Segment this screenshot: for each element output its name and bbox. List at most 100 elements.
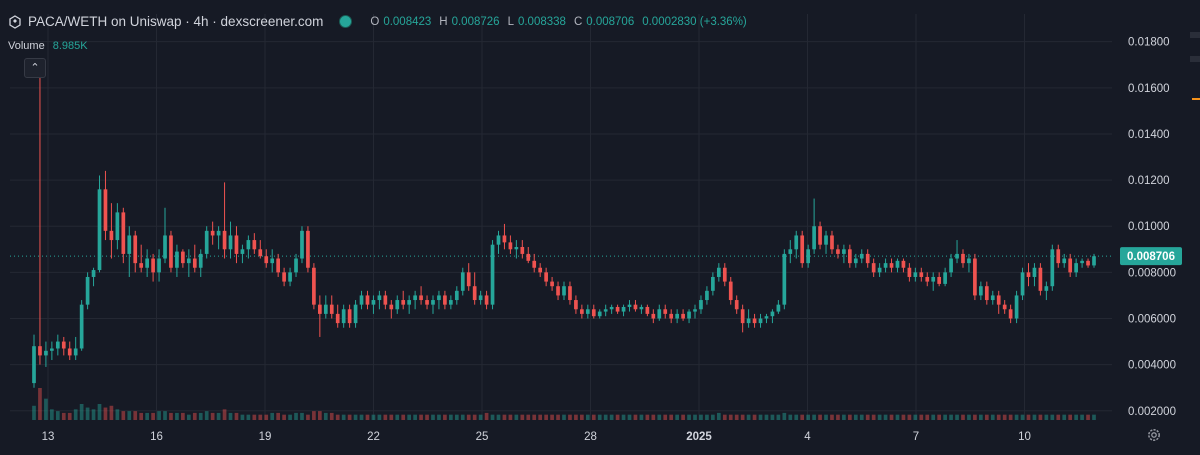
chart-header: PACA/WETH on Uniswap · 4h · dexscreener.… <box>0 0 1100 52</box>
volume-bar <box>449 414 453 420</box>
y-tick-label: 0.01400 <box>1128 129 1170 141</box>
volume-bar <box>300 412 304 420</box>
volume-bar <box>377 414 382 420</box>
candle-body <box>1092 256 1096 266</box>
volume-bar <box>61 412 66 420</box>
candle-body <box>431 300 435 305</box>
y-tick-label: 0.008000 <box>1128 267 1176 279</box>
volume-bar <box>699 414 703 420</box>
ohlc-key: C <box>573 15 583 28</box>
volume-bar <box>591 414 596 420</box>
y-tick-label: 0.01200 <box>1128 175 1170 187</box>
x-tick-label: 28 <box>584 431 597 443</box>
volume-bar <box>97 404 102 420</box>
volume-bar <box>681 414 685 420</box>
chart-grid <box>10 14 1112 420</box>
volume-bar <box>252 414 257 420</box>
candle-body <box>1020 272 1025 296</box>
volume-bar <box>163 411 167 420</box>
volume-bar <box>234 412 239 420</box>
volume-bar <box>1092 414 1096 420</box>
candle-body <box>669 313 674 319</box>
candle-body <box>913 272 918 277</box>
volume-bar <box>127 411 132 420</box>
candle-body <box>425 300 429 305</box>
y-tick-label: 0.01800 <box>1128 37 1170 49</box>
x-tick-label: 13 <box>42 431 55 443</box>
volume-bar <box>335 414 340 420</box>
volume-bar <box>222 409 227 420</box>
gear-icon[interactable] <box>1146 427 1162 443</box>
volume-bar <box>705 414 709 420</box>
volume-bar <box>532 414 537 420</box>
candle-body <box>699 300 703 310</box>
volume-bar <box>258 414 263 420</box>
candle-body <box>687 311 691 319</box>
volume-bar <box>264 414 269 420</box>
time-axis[interactable]: 13 16 19 22 25 28 2025 4 7 10 <box>42 431 1031 443</box>
candle-body <box>901 260 906 268</box>
candle-body <box>216 230 221 236</box>
candle-body <box>895 260 900 268</box>
y-tick-label: 0.01000 <box>1128 221 1170 233</box>
candle-body <box>365 295 370 305</box>
price-axis[interactable]: 0.01800 0.01600 0.01400 0.01200 0.01000 0.008… <box>1128 37 1176 418</box>
candle-body <box>1086 260 1090 266</box>
ohlc-key: O <box>370 15 380 28</box>
volume-bar <box>1056 414 1061 420</box>
candle-body <box>526 253 531 261</box>
candle-body <box>317 304 322 314</box>
volume-bar <box>520 414 525 420</box>
x-tick-label: 19 <box>259 431 272 443</box>
volume-bar <box>365 414 370 420</box>
candle-body <box>460 272 465 291</box>
candle-body <box>353 304 358 324</box>
volume-bar <box>472 414 477 420</box>
volume-bar <box>454 414 459 420</box>
pair-title: PACA/WETH on Uniswap · 4h · dexscreener.… <box>28 14 324 29</box>
candle-body <box>466 272 471 287</box>
volume-bar <box>383 414 388 420</box>
volume-bar <box>794 414 799 420</box>
volume-bar <box>1050 414 1055 420</box>
volume-bar <box>425 414 429 420</box>
volume-bar <box>961 414 965 420</box>
candle-body <box>61 341 66 349</box>
collapse-legend-button[interactable]: ⌃ <box>24 58 46 78</box>
volume-bar <box>931 414 936 420</box>
candle-body <box>443 295 447 305</box>
candle-body <box>853 258 858 264</box>
candle-body <box>949 258 953 273</box>
candle-body <box>889 263 894 268</box>
volume-bar <box>621 414 626 420</box>
x-tick-label: 7 <box>913 431 919 443</box>
candle-body <box>454 290 459 301</box>
candle-body <box>984 286 989 301</box>
candle-body <box>812 226 816 250</box>
x-tick-label: 16 <box>150 431 163 443</box>
volume-bar <box>359 414 364 420</box>
volume-bar <box>734 414 739 420</box>
candle-body <box>103 189 108 231</box>
candle-body <box>198 253 203 268</box>
candle-body <box>139 263 144 268</box>
volume-bar <box>228 412 233 420</box>
candle-body <box>55 341 60 349</box>
candle-body <box>836 249 840 254</box>
ohlc-value: 0.008338 <box>517 15 566 28</box>
candle-body <box>681 313 685 319</box>
candle-body <box>115 212 120 241</box>
volume-bar <box>1014 414 1019 420</box>
volume-bar <box>842 414 846 420</box>
ohlc-values: O 0.008423 H 0.008726 L 0.008338 C 0.008706 0.00… <box>370 16 750 28</box>
volume-label: Volume <box>8 40 45 52</box>
candle-body <box>294 258 298 273</box>
candle-body <box>407 300 412 305</box>
candle-body <box>163 235 167 259</box>
volume-bar <box>496 414 501 420</box>
volume-bar <box>317 411 322 420</box>
candle-body <box>877 267 882 273</box>
candle-body <box>85 276 90 305</box>
candle-body <box>1026 272 1031 277</box>
